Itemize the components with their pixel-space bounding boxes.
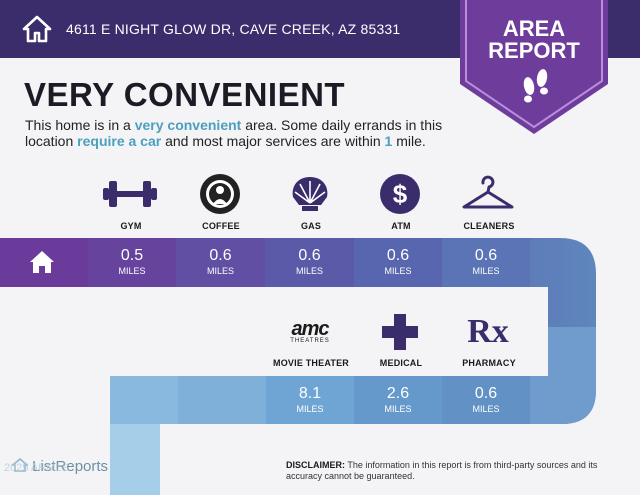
distance-value: 0.6 [386,247,410,264]
distance-value: 2.6 [386,385,410,402]
distance-unit: MILES [206,266,234,276]
rx-icon: Rx [458,310,518,354]
amenity-label-pharmacy: PHARMACY [462,358,516,368]
amc-logo-subtext: THEATRES [290,338,330,344]
hanger-icon [458,172,518,216]
property-address: 4611 E NIGHT GLOW DR, CAVE CREEK, AZ 853… [66,21,401,37]
distance-unit: MILES [295,266,323,276]
amc-logo-text: amc [291,318,329,340]
amenity-label-cleaners: CLEANERS [463,221,515,231]
page-title: VERY CONVENIENT [24,76,346,113]
listreports-logo: ListReports [10,457,109,475]
distance-value: 0.6 [474,385,498,402]
svg-text:$: $ [393,179,408,209]
medical-cross-icon [370,310,430,354]
distance-movie-theater: 8.1 MILES [266,376,354,426]
distance-unit: MILES [384,404,412,414]
desc-emphasis-2: require a car [77,133,162,149]
distance-unit: MILES [118,266,146,276]
badge-line-2: REPORT [488,38,580,63]
coffee-logo-icon [190,172,250,216]
area-report-badge [460,0,608,134]
desc-emphasis-1: very convenient [134,117,242,133]
badge-line-1: AREA [502,16,566,41]
desc-text-4: mile. [392,133,426,149]
distance-value: 0.6 [209,247,232,264]
distance-pharmacy: 0.6 MILES [442,376,530,426]
distance-cleaners: 0.6 MILES [442,238,530,288]
shell-icon [280,172,340,216]
disclaimer-text: The information in this report is from t… [286,460,598,481]
convenience-description: This home is in a very convenient area. … [25,117,465,149]
desc-emphasis-3: 1 [384,133,393,149]
distance-unit: MILES [296,404,324,414]
distance-value: 0.5 [120,247,144,264]
desc-text-1: This home is in a [25,117,135,133]
disclaimer-label: DISCLAIMER: [286,460,345,470]
distance-value: 0.6 [474,247,498,264]
desc-text-2: area. Some daily errands in this locatio… [25,117,443,149]
disclaimer: DISCLAIMER: The information in this repo… [286,460,626,482]
badge-title: AREA REPORT [460,18,608,62]
amenity-label-gas: GAS [300,221,322,231]
distance-medical: 2.6 MILES [354,376,442,426]
distance-value: 8.1 [298,385,322,402]
amc-logo-icon: amc THEATRES [280,310,340,354]
amenity-label-coffee: COFFEE [202,221,240,231]
brand-name: ListReports [32,458,109,475]
dollar-icon: $ [370,172,430,216]
desc-text-3: and most major services are within [161,133,385,149]
rx-icon-text: Rx [467,313,509,350]
distance-gas: 0.6 MILES [265,238,354,288]
distance-unit: MILES [384,266,412,276]
amenity-label-gym: GYM [120,221,142,231]
house-icon [22,15,52,43]
copyright-watermark: 2025 ARMLS [4,462,69,474]
distance-atm: 0.6 MILES [354,238,442,288]
footprints-icon [523,69,548,103]
amenity-label-atm: ATM [391,221,411,231]
distance-unit: MILES [472,266,500,276]
home-marker-icon [30,251,54,273]
dumbbell-icon [100,172,160,216]
distance-unit: MILES [472,404,500,414]
distance-gym: 0.5 MILES [88,238,176,288]
distance-value: 0.6 [298,247,321,264]
distance-coffee: 0.6 MILES [176,238,265,288]
amenity-label-medical: MEDICAL [379,358,423,368]
amenity-label-movie-theater: MOVIE THEATER [273,358,349,368]
logo-mark-icon [10,457,30,472]
